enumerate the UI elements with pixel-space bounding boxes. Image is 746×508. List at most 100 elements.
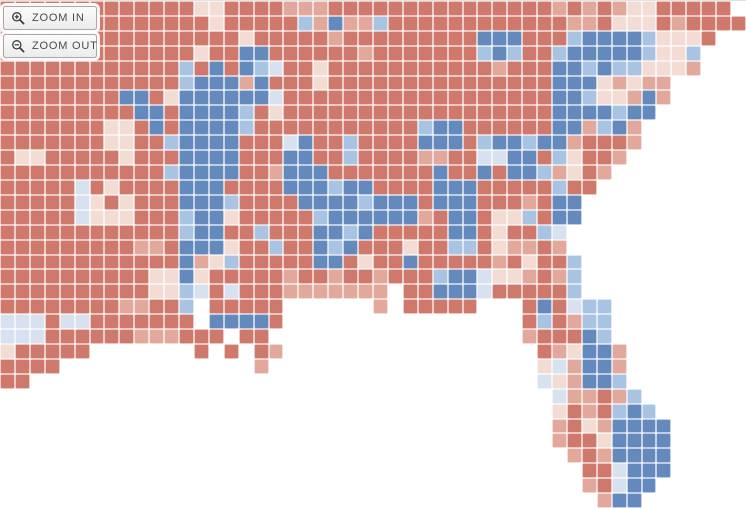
county-cell[interactable] <box>343 90 359 106</box>
county-cell[interactable] <box>74 194 90 210</box>
county-cell[interactable] <box>0 254 15 270</box>
county-cell[interactable] <box>74 105 90 121</box>
county-cell[interactable] <box>492 194 508 210</box>
county-cell[interactable] <box>671 1 687 16</box>
county-cell[interactable] <box>507 135 523 151</box>
county-cell[interactable] <box>134 179 150 195</box>
county-cell[interactable] <box>671 45 687 61</box>
county-cell[interactable] <box>358 120 373 136</box>
county-cell[interactable] <box>432 30 448 46</box>
county-cell[interactable] <box>358 75 373 91</box>
county-cell[interactable] <box>328 15 344 31</box>
county-cell[interactable] <box>268 239 284 255</box>
county-cell[interactable] <box>89 194 105 210</box>
county-cell[interactable] <box>149 194 165 210</box>
county-cell[interactable] <box>552 329 567 344</box>
county-cell[interactable] <box>343 1 359 16</box>
county-cell[interactable] <box>119 209 135 225</box>
county-cell[interactable] <box>373 194 388 210</box>
county-cell[interactable] <box>462 135 478 151</box>
county-cell[interactable] <box>223 120 239 136</box>
county-cell[interactable] <box>223 299 239 315</box>
county-cell[interactable] <box>507 165 523 180</box>
county-cell[interactable] <box>552 299 567 315</box>
county-cell[interactable] <box>29 314 45 330</box>
county-cell[interactable] <box>179 60 194 76</box>
county-cell[interactable] <box>74 269 90 285</box>
county-cell[interactable] <box>253 239 269 255</box>
county-cell[interactable] <box>611 75 627 91</box>
county-cell[interactable] <box>581 45 597 61</box>
county-cell[interactable] <box>164 314 180 330</box>
county-cell[interactable] <box>0 269 15 285</box>
county-cell[interactable] <box>402 135 418 151</box>
county-cell[interactable] <box>208 90 224 106</box>
county-cell[interactable] <box>0 194 15 210</box>
county-cell[interactable] <box>89 284 105 300</box>
county-cell[interactable] <box>477 30 493 46</box>
county-cell[interactable] <box>566 45 582 61</box>
county-cell[interactable] <box>283 269 299 285</box>
county-cell[interactable] <box>343 75 359 91</box>
county-cell[interactable] <box>522 254 538 270</box>
county-cell[interactable] <box>298 194 314 210</box>
county-cell[interactable] <box>358 239 373 255</box>
county-cell[interactable] <box>74 224 90 240</box>
county-cell[interactable] <box>59 284 75 300</box>
county-cell[interactable] <box>343 269 359 285</box>
county-cell[interactable] <box>328 105 344 121</box>
county-cell[interactable] <box>626 493 642 508</box>
county-cell[interactable] <box>522 224 538 240</box>
county-cell[interactable] <box>358 45 373 61</box>
county-cell[interactable] <box>671 15 687 31</box>
county-cell[interactable] <box>74 299 90 315</box>
county-cell[interactable] <box>104 150 120 166</box>
county-cell[interactable] <box>89 239 105 255</box>
county-cell[interactable] <box>313 105 329 121</box>
county-cell[interactable] <box>313 224 329 240</box>
county-cell[interactable] <box>164 1 180 16</box>
county-cell[interactable] <box>134 30 150 46</box>
county-cell[interactable] <box>193 165 209 180</box>
county-cell[interactable] <box>119 224 135 240</box>
county-cell[interactable] <box>432 299 448 315</box>
county-cell[interactable] <box>298 150 314 166</box>
county-cell[interactable] <box>447 284 463 300</box>
county-cell[interactable] <box>581 90 597 106</box>
county-cell[interactable] <box>298 135 314 151</box>
county-cell[interactable] <box>29 224 45 240</box>
county-cell[interactable] <box>298 254 314 270</box>
county-cell[interactable] <box>462 224 478 240</box>
county-cell[interactable] <box>387 194 403 210</box>
county-cell[interactable] <box>552 433 567 449</box>
county-cell[interactable] <box>179 194 194 210</box>
county-cell[interactable] <box>417 150 433 166</box>
county-cell[interactable] <box>581 314 597 330</box>
county-cell[interactable] <box>611 478 627 494</box>
county-cell[interactable] <box>358 254 373 270</box>
county-cell[interactable] <box>343 135 359 151</box>
county-cell[interactable] <box>44 150 60 166</box>
county-cell[interactable] <box>238 165 254 180</box>
county-cell[interactable] <box>566 179 582 195</box>
county-cell[interactable] <box>253 105 269 121</box>
county-cell[interactable] <box>89 179 105 195</box>
county-cell[interactable] <box>552 15 567 31</box>
county-cell[interactable] <box>313 254 329 270</box>
county-cell[interactable] <box>44 254 60 270</box>
county-cell[interactable] <box>447 60 463 76</box>
county-cell[interactable] <box>656 60 672 76</box>
county-cell[interactable] <box>119 314 135 330</box>
county-cell[interactable] <box>253 194 269 210</box>
county-cell[interactable] <box>164 105 180 121</box>
county-cell[interactable] <box>358 60 373 76</box>
county-cell[interactable] <box>253 75 269 91</box>
county-cell[interactable] <box>522 90 538 106</box>
county-cell[interactable] <box>59 75 75 91</box>
county-cell[interactable] <box>537 90 553 106</box>
county-cell[interactable] <box>179 1 194 16</box>
county-cell[interactable] <box>641 463 657 479</box>
county-cell[interactable] <box>477 165 493 180</box>
county-cell[interactable] <box>208 30 224 46</box>
county-cell[interactable] <box>164 90 180 106</box>
